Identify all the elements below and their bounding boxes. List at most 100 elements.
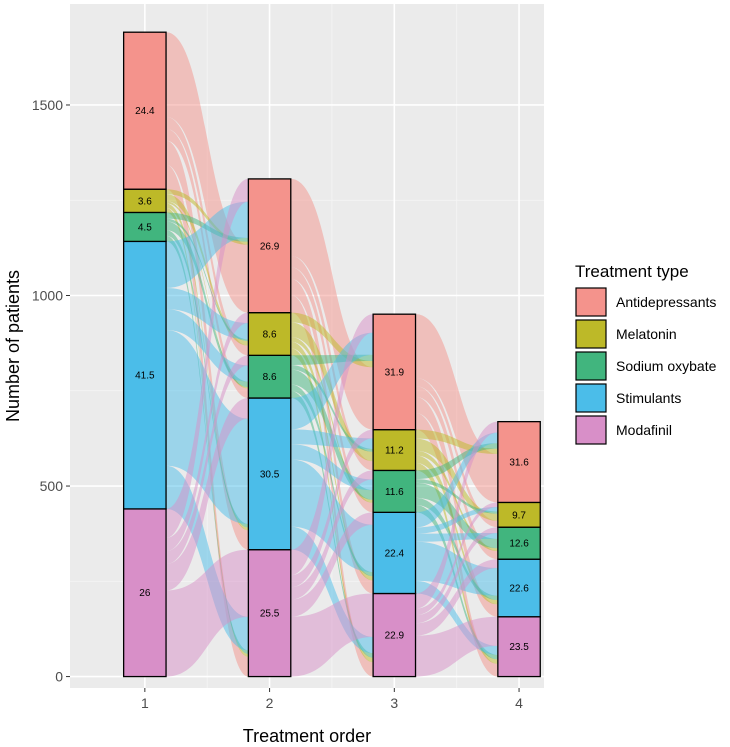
flow-ribbon (415, 396, 498, 617)
x-axis: 1 2 3 4 (141, 688, 523, 711)
flow-ribbon (415, 502, 498, 616)
flow-ribbon (166, 221, 249, 388)
bar-segment (372, 313, 417, 431)
flow-ribbon (290, 364, 374, 452)
x-axis-title: Treatment order (243, 726, 371, 746)
segment-label: 30.5 (260, 469, 280, 480)
segment-label: 22.6 (509, 583, 529, 594)
flow-ribbon (290, 255, 374, 471)
flow-ribbon (166, 288, 249, 340)
segment-label: 22.9 (385, 631, 405, 642)
segment-label: 41.5 (135, 371, 155, 382)
flow-ribbon (290, 341, 374, 581)
segment-label: 26 (139, 588, 151, 599)
flow-ribbon (415, 527, 498, 624)
flow-ribbon (415, 450, 498, 552)
x-tick-label: 3 (390, 695, 398, 711)
segment-label: 11.6 (385, 487, 404, 498)
segment-labels: 26 41.5 4.5 3.6 24.4 25.5 30.5 8.6 8.6 26.9 22.9 22… (135, 106, 529, 653)
legend-label: Stimulants (616, 390, 681, 406)
segment-label: 11.2 (385, 446, 404, 457)
bar-segment (247, 354, 292, 399)
bar-segment (247, 178, 292, 314)
segment-label: 3.6 (138, 196, 152, 207)
bar-segment (372, 511, 417, 595)
segment-label: 23.5 (509, 642, 529, 653)
flow-ribbon (166, 128, 249, 399)
flow-ribbon (166, 194, 249, 346)
flow-ribbon (166, 355, 249, 565)
stacked-bars (122, 31, 541, 678)
legend-label: Modafinil (616, 422, 672, 438)
bar-segment (122, 31, 167, 190)
x-tick-label: 4 (515, 695, 523, 711)
legend-swatch (575, 351, 607, 381)
flow-ribbon (290, 526, 374, 654)
flow-ribbon (290, 593, 374, 677)
flow-ribbon (290, 444, 374, 491)
flow-ribbon (166, 398, 249, 591)
flow-ribbon (166, 178, 249, 538)
bar-segment (372, 592, 417, 678)
legend-swatch (575, 383, 607, 413)
legend-swatch (575, 287, 607, 317)
segment-label: 8.6 (263, 329, 277, 340)
legend-swatch (575, 415, 607, 445)
bar-segment (497, 501, 541, 528)
y-tick-label: 0 (55, 669, 63, 685)
bar-segment (247, 549, 292, 678)
y-tick-label: 1500 (32, 97, 63, 113)
flow-ribbon (415, 432, 498, 528)
x-tick-label: 2 (266, 695, 274, 711)
flow-ribbon (415, 533, 498, 542)
legend-swatch (575, 319, 607, 349)
flow-ribbon (415, 497, 498, 601)
segment-label: 22.4 (385, 548, 405, 559)
flow-ribbon (290, 178, 374, 430)
bar-segment (497, 616, 541, 678)
flow-ribbon (415, 377, 498, 528)
flow-ribbon (166, 312, 249, 552)
flow-ribbon (415, 616, 498, 677)
flow-ribbon (290, 512, 374, 617)
segment-label: 26.9 (260, 241, 280, 252)
flow-ribbon (166, 189, 249, 245)
segment-label: 4.5 (138, 222, 152, 233)
legend: Treatment type Antidepressants Melatonin S… (575, 262, 717, 445)
flow-ribbon (166, 201, 249, 389)
flow-ribbon (415, 443, 498, 480)
flow-ribbon (415, 412, 498, 677)
flow-ribbon (290, 470, 374, 600)
flow-ribbon (290, 337, 374, 503)
bar-segment (372, 469, 417, 513)
y-axis: 0 500 1000 1500 (32, 97, 70, 685)
x-tick-label: 1 (141, 695, 149, 711)
segment-label: 31.6 (509, 458, 529, 469)
bar-segment (247, 312, 292, 356)
legend-label: Melatonin (616, 326, 677, 342)
y-tick-label: 500 (40, 478, 64, 494)
segment-label: 31.9 (385, 367, 405, 378)
y-axis-title: Number of patients (3, 270, 23, 422)
flow-ribbon (415, 314, 498, 503)
legend-title: Treatment type (575, 262, 689, 281)
flow-ribbon (415, 559, 498, 636)
flow-ribbon (415, 455, 498, 605)
flow-ribbon (290, 459, 374, 573)
flow-ribbon (290, 429, 374, 588)
flow-ribbon (290, 384, 374, 577)
bar-segment (122, 211, 167, 243)
bar-segment (247, 397, 292, 551)
flow-ribbon (290, 312, 374, 368)
legend-label: Sodium oxybate (616, 358, 717, 374)
flow-ribbons (166, 32, 498, 677)
y-tick-label: 1000 (32, 288, 63, 304)
flow-ribbon (290, 295, 374, 677)
flow-ribbon (166, 549, 249, 677)
flow-ribbon (415, 479, 498, 514)
segment-label: 24.4 (135, 106, 155, 117)
bar-segment (122, 240, 167, 510)
segment-label: 12.6 (509, 539, 529, 550)
bar-segment (122, 508, 167, 678)
